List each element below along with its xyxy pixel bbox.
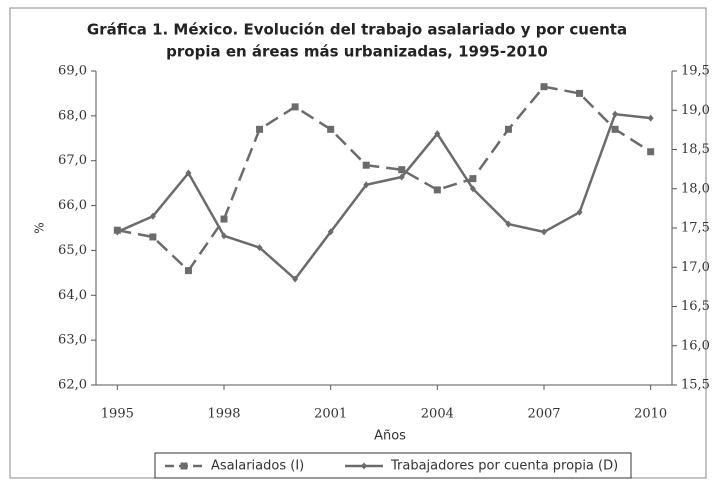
marker (220, 215, 228, 223)
y-tick-label: 65,0 (58, 243, 87, 258)
marker (433, 186, 441, 194)
marker (362, 161, 370, 169)
marker (647, 148, 655, 156)
y-tick-label: 67,0 (58, 153, 87, 168)
marker (469, 175, 477, 183)
y2-tick-label: 15,5 (681, 378, 710, 393)
y2-tick-label: 16,5 (681, 299, 710, 314)
chart-title: Gráfica 1. México. Evolución del trabajo… (87, 21, 627, 39)
marker (469, 185, 476, 193)
y2-tick-label: 19,0 (681, 103, 710, 118)
chart-subtitle: propia en áreas más urbanizadas, 1995-20… (166, 43, 548, 61)
y2-tick-label: 18,0 (681, 181, 710, 196)
y2-tick-label: 18,5 (681, 142, 710, 157)
marker (612, 110, 619, 118)
marker (398, 166, 406, 174)
marker (184, 267, 192, 275)
x-tick-label: 2007 (527, 407, 560, 422)
marker (541, 228, 547, 236)
marker (256, 125, 264, 133)
x-tick-label: 2001 (314, 407, 347, 422)
marker (327, 125, 335, 133)
series-line (116, 112, 651, 281)
marker (149, 233, 157, 241)
x-axis-label: Años (374, 429, 406, 444)
marker (256, 244, 263, 252)
marker (576, 208, 583, 216)
y2-tick-label: 17,5 (681, 221, 710, 236)
legend-box (154, 452, 632, 479)
y-tick-label: 64,0 (58, 288, 87, 303)
y-tick-label: 68,0 (58, 108, 87, 123)
y2-tick-label: 17,0 (681, 260, 710, 275)
marker (504, 125, 512, 133)
marker (647, 114, 654, 122)
legend-marker (180, 462, 188, 470)
x-tick-label: 1995 (101, 407, 134, 422)
marker (434, 130, 441, 138)
y-tick-label: 63,0 (58, 333, 87, 348)
y-tick-label: 69,0 (58, 64, 87, 79)
marker (292, 275, 299, 283)
legend-label: Asalariados (I) (211, 459, 304, 474)
x-tick-label: 2004 (421, 407, 454, 422)
marker (540, 83, 548, 91)
y-tick-label: 62,0 (58, 378, 87, 393)
marker (149, 212, 156, 220)
marker (221, 232, 227, 240)
x-tick-label: 1998 (207, 407, 240, 422)
y-tick-label: 66,0 (58, 198, 87, 213)
y2-tick-label: 16,0 (681, 338, 710, 353)
legend-marker (361, 462, 367, 470)
y-axis-label: % (33, 222, 47, 233)
marker (185, 169, 192, 177)
marker (363, 181, 370, 189)
series-line (117, 85, 652, 273)
legend-label: Trabajadores por cuenta propia (D) (390, 459, 618, 474)
marker (327, 228, 334, 236)
marker (576, 89, 584, 97)
y2-tick-label: 19,5 (681, 64, 710, 79)
x-tick-label: 2010 (634, 407, 667, 422)
marker (398, 173, 405, 181)
marker (505, 220, 512, 228)
marker (114, 228, 121, 236)
marker (611, 125, 619, 133)
marker (291, 103, 299, 111)
